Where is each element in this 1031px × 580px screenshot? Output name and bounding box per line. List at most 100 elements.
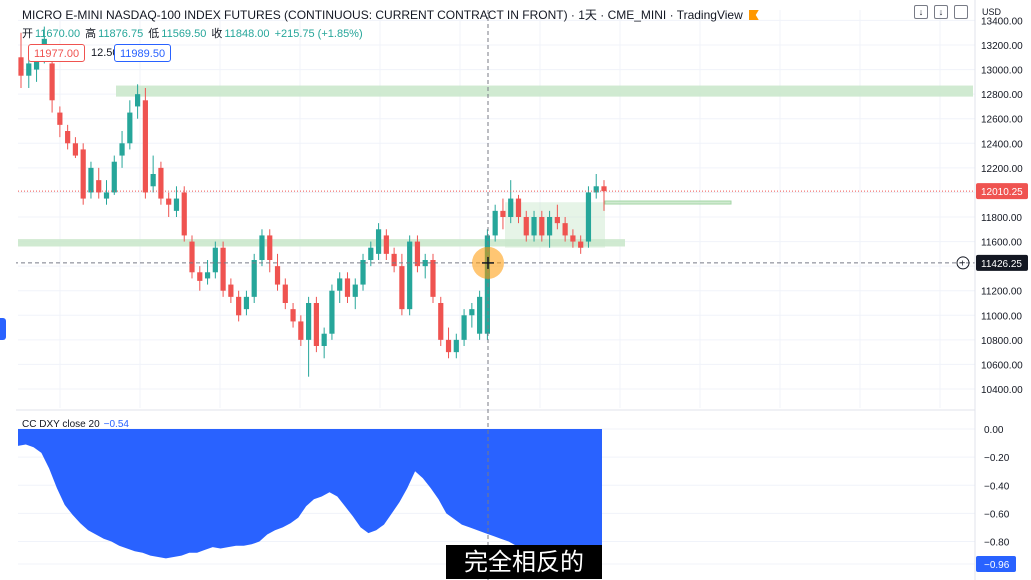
price-tick-label: 13400.00	[981, 16, 1023, 27]
indicator-tick-label: −0.60	[984, 509, 1010, 520]
last-price-label: 12010.25	[981, 187, 1023, 198]
sell-button[interactable]: 11977.00	[28, 44, 86, 62]
candle-body	[204, 272, 211, 279]
candle-body	[135, 94, 141, 107]
candle-body	[461, 315, 467, 340]
candle-body	[337, 278, 343, 291]
candle-body	[438, 303, 444, 340]
candle-body	[407, 241, 413, 310]
spread-value: 12.50	[91, 47, 119, 59]
indicator-axis[interactable]: 0.00 −0.20 −0.40 −0.60 −0.80 −0.96	[976, 425, 1016, 572]
candle-body	[453, 339, 459, 353]
close-value: 11848.00	[224, 28, 270, 40]
candle-body	[243, 296, 250, 310]
candle-body	[445, 339, 452, 353]
add-alert-plus: +	[960, 258, 966, 269]
candle-body	[492, 210, 498, 236]
candle-body	[500, 210, 506, 217]
candle-body	[578, 241, 584, 248]
candle-body	[150, 174, 156, 187]
currency-selector[interactable]: USD	[982, 7, 1002, 17]
candle-body	[422, 260, 428, 267]
price-axis[interactable]: 13400.00 13200.00 13000.00 12800.00 12600.00…	[956, 0, 1028, 580]
drawing-toolbar[interactable]	[0, 0, 16, 580]
candle-body	[368, 247, 374, 260]
price-tick-label: 12400.00	[981, 139, 1023, 150]
indicator-legend[interactable]: CC DXY close 20 −0.54	[22, 419, 129, 430]
candle-body	[18, 57, 24, 76]
price-tick-label: 11600.00	[981, 238, 1022, 249]
candle-body	[274, 266, 281, 285]
flag-icon[interactable]	[748, 10, 759, 20]
zone-rectangle[interactable]	[116, 85, 973, 97]
candle-body	[515, 198, 522, 217]
price-tick-label: 13000.00	[981, 66, 1023, 77]
candle-body	[508, 198, 514, 217]
candle-body	[562, 223, 568, 236]
candlestick-series	[18, 26, 607, 377]
correlation-area	[18, 429, 602, 564]
candle-body	[80, 149, 86, 199]
candle-body	[173, 198, 180, 211]
candle-body	[298, 321, 304, 340]
candle-body	[531, 217, 537, 236]
indicator-value: −0.54	[103, 419, 129, 430]
symbol-title: MICRO E-MINI NASDAQ-100 INDEX FUTURES (C…	[22, 6, 759, 23]
price-tick-label: 12800.00	[981, 90, 1023, 101]
price-tick-label: 11800.00	[981, 213, 1022, 224]
fullscreen-icon[interactable]	[954, 5, 968, 19]
candle-body	[189, 241, 195, 273]
candle-body	[119, 143, 125, 156]
open-label: 开	[22, 28, 33, 40]
arrow-down-icon[interactable]: ↓	[914, 5, 928, 19]
candle-body	[313, 303, 319, 346]
candle-body	[585, 192, 592, 242]
dxy-correlation-area	[18, 429, 602, 564]
candle-body	[593, 186, 599, 193]
price-tick-label: 13200.00	[981, 41, 1023, 52]
indicator-tick-label: 0.00	[984, 425, 1004, 436]
candle-body	[166, 198, 172, 205]
price-tick-label: 10600.00	[981, 360, 1023, 371]
candle-body	[570, 235, 576, 242]
candle-body	[181, 192, 187, 236]
candle-body	[158, 167, 164, 199]
active-tool-marker[interactable]	[0, 318, 6, 340]
candle-body	[484, 235, 490, 334]
last-price-badge	[976, 183, 1028, 200]
candle-body	[259, 235, 265, 260]
price-tick-label: 11000.00	[981, 311, 1022, 322]
candle-body	[103, 192, 110, 199]
candle-body	[414, 241, 421, 267]
arrow-down-icon[interactable]: ↓	[934, 5, 948, 19]
open-value: 11670.00	[35, 28, 81, 40]
change-value: +215.75 (+1.85%)	[274, 28, 363, 40]
candle-body	[539, 217, 545, 236]
candle-body	[96, 180, 102, 193]
indicator-last-label: −0.96	[984, 560, 1010, 571]
symbol-title-text: MICRO E-MINI NASDAQ-100 INDEX FUTURES (C…	[22, 8, 743, 22]
candle-body	[88, 167, 94, 193]
candle-body	[469, 309, 475, 316]
price-tick-label: 11200.00	[981, 287, 1022, 298]
low-label: 低	[148, 28, 160, 40]
candle-body	[375, 229, 382, 254]
candle-body	[383, 235, 389, 254]
high-label: 高	[85, 28, 97, 40]
price-tick-label: 10800.00	[981, 336, 1023, 347]
candle-body	[391, 253, 397, 267]
indicator-tick-label: −0.20	[984, 453, 1010, 464]
candle-body	[321, 333, 327, 346]
candle-body	[72, 143, 79, 156]
indicator-last-badge	[976, 556, 1016, 572]
candle-body	[212, 247, 218, 273]
candle-body	[329, 290, 335, 334]
buy-button[interactable]: 11989.50	[114, 44, 172, 62]
zone-rectangle[interactable]	[18, 239, 625, 247]
candle-body	[236, 296, 242, 316]
indicator-tick-label: −0.40	[984, 481, 1010, 492]
candle-body	[306, 303, 312, 340]
zone-rectangle[interactable]	[604, 200, 732, 205]
candle-body	[57, 112, 63, 125]
